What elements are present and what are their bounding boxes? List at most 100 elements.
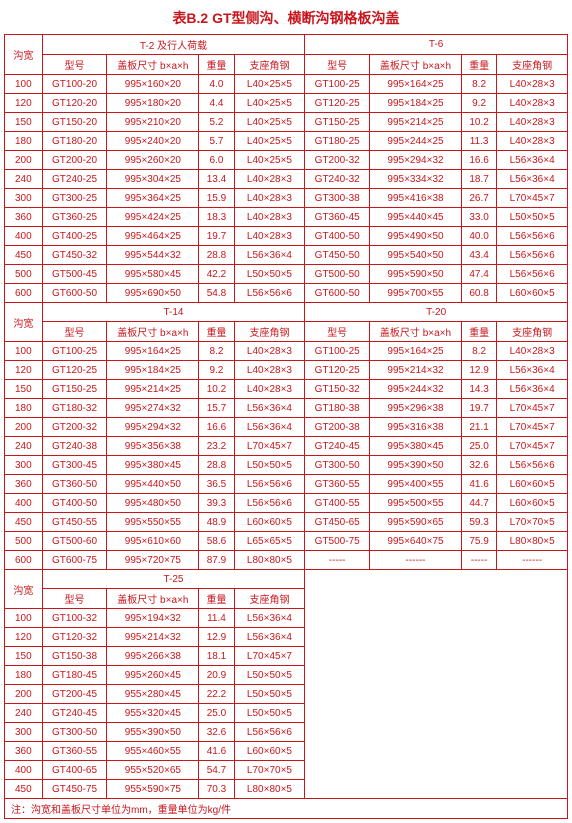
- model: GT120-20: [42, 94, 107, 113]
- model: GT400-65: [42, 761, 107, 780]
- model: GT150-38: [42, 647, 107, 666]
- model: GT400-50: [305, 227, 370, 246]
- hdr-model: 型号: [42, 322, 107, 342]
- model: GT360-50: [42, 475, 107, 494]
- model: GT300-50: [305, 456, 370, 475]
- weight: 43.4: [461, 246, 496, 265]
- size: 995×244×25: [370, 132, 462, 151]
- model: GT180-25: [305, 132, 370, 151]
- width: 360: [5, 742, 43, 761]
- weight: 16.6: [199, 418, 234, 437]
- angle: L56×56×6: [234, 494, 305, 513]
- weight: 18.1: [199, 647, 234, 666]
- angle: L40×28×3: [497, 113, 568, 132]
- size: 995×424×25: [107, 208, 199, 227]
- angle: L65×65×5: [234, 532, 305, 551]
- hdr-weight: 重量: [199, 322, 234, 342]
- angle: L40×28×3: [234, 227, 305, 246]
- size: 995×610×60: [107, 532, 199, 551]
- angle: L70×45×7: [234, 437, 305, 456]
- width: 200: [5, 151, 43, 170]
- weight: 36.5: [199, 475, 234, 494]
- model: GT150-25: [42, 380, 107, 399]
- model: GT500-60: [42, 532, 107, 551]
- weight: 13.4: [199, 170, 234, 189]
- weight: 14.3: [461, 380, 496, 399]
- width: 180: [5, 399, 43, 418]
- size: 955×460×55: [107, 742, 199, 761]
- weight: 47.4: [461, 265, 496, 284]
- size: 995×700×55: [370, 284, 462, 303]
- weight: 28.8: [199, 456, 234, 475]
- size: 995×184×25: [107, 361, 199, 380]
- size: 955×520×65: [107, 761, 199, 780]
- angle: L40×28×3: [234, 342, 305, 361]
- weight: 54.7: [199, 761, 234, 780]
- weight: 18.3: [199, 208, 234, 227]
- weight: 5.2: [199, 113, 234, 132]
- model: GT400-55: [305, 494, 370, 513]
- size: 995×480×50: [107, 494, 199, 513]
- angle: L80×80×5: [497, 532, 568, 551]
- angle: L60×60×5: [497, 284, 568, 303]
- weight: 33.0: [461, 208, 496, 227]
- angle: L60×60×5: [234, 513, 305, 532]
- angle: L80×80×5: [234, 551, 305, 570]
- weight: 9.2: [461, 94, 496, 113]
- width: 300: [5, 189, 43, 208]
- model: GT180-45: [42, 666, 107, 685]
- size: 995×184×25: [370, 94, 462, 113]
- size: 995×500×55: [370, 494, 462, 513]
- weight: 19.7: [199, 227, 234, 246]
- size: 995×544×32: [107, 246, 199, 265]
- size: 995×334×32: [370, 170, 462, 189]
- weight: 26.7: [461, 189, 496, 208]
- weight: 21.1: [461, 418, 496, 437]
- weight: 10.2: [199, 380, 234, 399]
- size: 995×720×75: [107, 551, 199, 570]
- model: GT500-75: [305, 532, 370, 551]
- size: 995×164×25: [370, 342, 462, 361]
- angle: L56×56×6: [234, 284, 305, 303]
- hdr-model: 型号: [305, 55, 370, 75]
- weight: 54.8: [199, 284, 234, 303]
- width: 240: [5, 170, 43, 189]
- model: -----: [305, 551, 370, 570]
- model: GT300-45: [42, 456, 107, 475]
- width: 600: [5, 284, 43, 303]
- angle: L40×28×3: [497, 75, 568, 94]
- model: GT500-50: [305, 265, 370, 284]
- weight: 41.6: [199, 742, 234, 761]
- size: 955×320×45: [107, 704, 199, 723]
- size: 995×490×50: [370, 227, 462, 246]
- model: GT200-32: [42, 418, 107, 437]
- weight: 42.2: [199, 265, 234, 284]
- angle: L70×45×7: [497, 189, 568, 208]
- width: 300: [5, 723, 43, 742]
- model: GT200-20: [42, 151, 107, 170]
- hdr-weight: 重量: [199, 55, 234, 75]
- size: 995×400×55: [370, 475, 462, 494]
- width: 400: [5, 494, 43, 513]
- hdr-size: 盖板尺寸 b×a×h: [370, 322, 462, 342]
- size: 995×316×38: [370, 418, 462, 437]
- angle: L56×36×4: [234, 246, 305, 265]
- weight: 4.4: [199, 94, 234, 113]
- angle: L40×28×3: [234, 380, 305, 399]
- size: 995×266×38: [107, 647, 199, 666]
- hdr-model: 型号: [42, 589, 107, 609]
- size: 995×550×55: [107, 513, 199, 532]
- model: GT300-38: [305, 189, 370, 208]
- weight: 75.9: [461, 532, 496, 551]
- hdr-model: 型号: [305, 322, 370, 342]
- model: GT240-45: [42, 704, 107, 723]
- weight: 6.0: [199, 151, 234, 170]
- angle: L40×28×3: [497, 94, 568, 113]
- width: 200: [5, 418, 43, 437]
- angle: L40×25×5: [234, 113, 305, 132]
- angle: L50×50×5: [234, 456, 305, 475]
- size: 995×210×20: [107, 113, 199, 132]
- size: 995×294×32: [370, 151, 462, 170]
- hdr-weight: 重量: [199, 589, 234, 609]
- size: 995×240×20: [107, 132, 199, 151]
